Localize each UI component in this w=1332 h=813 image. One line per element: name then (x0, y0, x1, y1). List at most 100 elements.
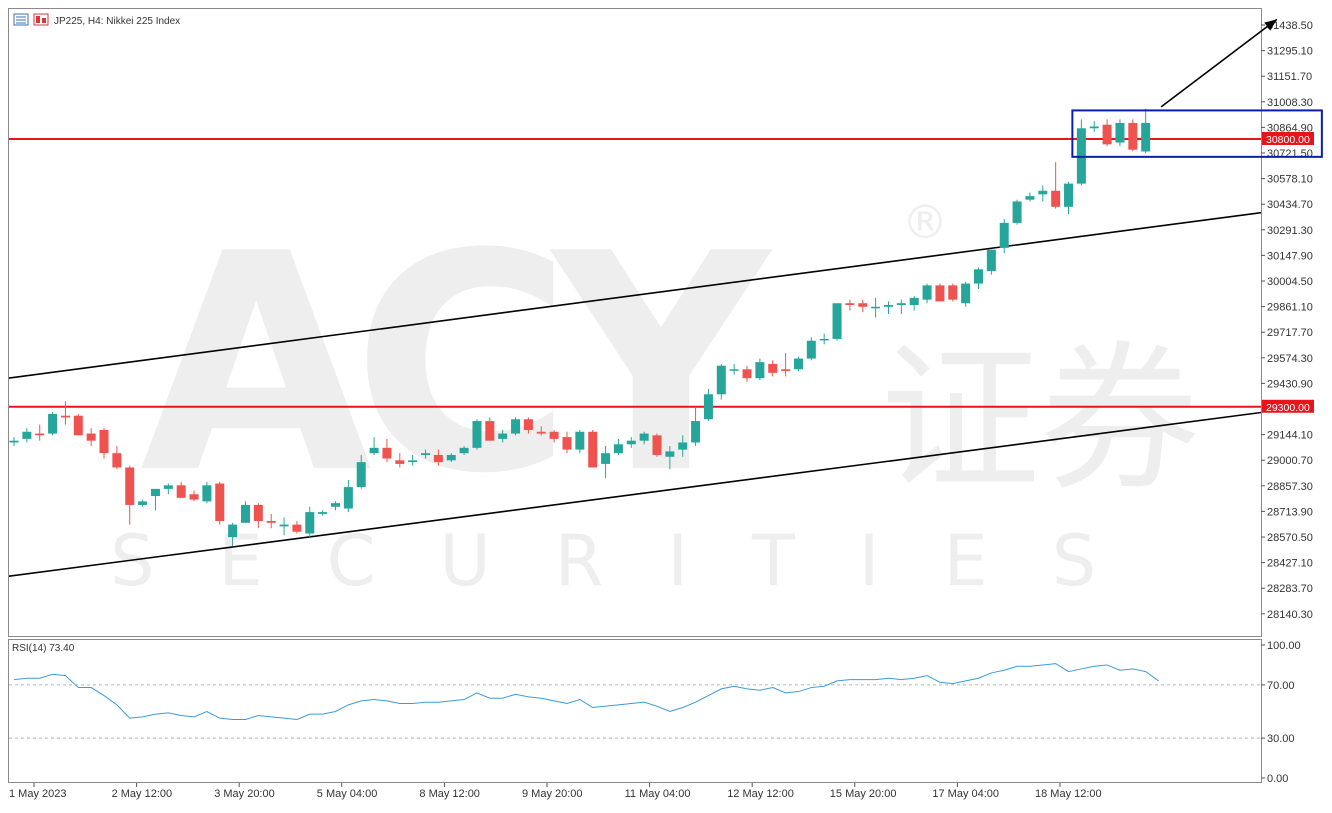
time-tick-label: 12 May 12:00 (727, 788, 794, 800)
bullish-candle (1012, 199, 1022, 225)
candle-body (1025, 196, 1035, 200)
bearish-candle (742, 365, 752, 382)
price-tick-label: 29000.70 (1267, 455, 1313, 467)
candle-body (652, 435, 662, 455)
price-tick-label: 30864.90 (1267, 122, 1313, 134)
candle-body (86, 433, 96, 441)
bullish-candle (999, 219, 1009, 254)
candle-body (781, 369, 791, 372)
price-tick-label: 29430.90 (1267, 378, 1313, 390)
bearish-candle (433, 449, 443, 466)
bullish-candle (871, 297, 881, 318)
bearish-candle (292, 521, 302, 534)
candle-body (35, 433, 45, 436)
time-tick-label: 9 May 20:00 (522, 788, 583, 800)
candle-body (549, 431, 559, 439)
bearish-candle (781, 353, 791, 377)
bullish-candle (806, 337, 816, 361)
candle-body (523, 419, 533, 430)
trend-channel (9, 211, 1261, 577)
bullish-candle (986, 249, 996, 275)
candle-body (1012, 201, 1022, 223)
rsi-tick-label: 0.00 (1267, 773, 1288, 785)
rsi-label: RSI(14) 73.40 (12, 643, 75, 654)
candle-body (305, 512, 315, 534)
bearish-candle (99, 428, 109, 459)
price-tick-label: 30004.50 (1267, 276, 1313, 288)
candle-body (871, 306, 881, 309)
bullish-candle (9, 437, 19, 447)
bullish-candle (883, 301, 893, 314)
candle-body (742, 369, 752, 379)
candle-body (768, 363, 778, 373)
candle-body (343, 487, 353, 509)
bullish-candle (1064, 181, 1074, 214)
candle-body (421, 453, 431, 455)
bullish-candle (1089, 121, 1099, 132)
bullish-candle (48, 412, 58, 436)
bearish-candle (652, 433, 662, 457)
bullish-candle (22, 428, 32, 443)
candle-body (318, 512, 328, 514)
bearish-candle (215, 481, 225, 525)
bullish-candle (601, 446, 611, 479)
bullish-candle (909, 296, 919, 311)
bearish-candle (485, 417, 495, 441)
time-tick-label: 18 May 12:00 (1035, 788, 1102, 800)
candle-body (961, 283, 971, 304)
bullish-candle (279, 517, 289, 536)
trend-arrow-line (1160, 18, 1278, 108)
bearish-candle (60, 401, 70, 425)
chart-properties-icon[interactable] (33, 13, 49, 26)
bullish-candle (639, 431, 649, 445)
time-tick-label: 3 May 20:00 (214, 788, 275, 800)
candle-body (395, 460, 405, 464)
price-tick-label: 31008.30 (1267, 97, 1313, 109)
candle-body (202, 485, 212, 502)
candle-body (73, 415, 83, 436)
rsi-indicator: RSI(14) 73.40 100.00 70.00 30.00 0.00 (9, 640, 1301, 785)
candle-body (228, 524, 238, 538)
rsi-tick-label: 70.00 (1267, 680, 1295, 692)
bullish-candle (626, 437, 636, 448)
candle-body (382, 447, 392, 459)
candle-body (292, 524, 302, 532)
price-tick-label: 31151.70 (1267, 71, 1312, 83)
candle-body (150, 488, 160, 497)
bearish-candle (35, 424, 45, 441)
bullish-candle (896, 299, 906, 314)
price-tick-label: 29717.70 (1267, 327, 1313, 339)
rsi-tick-label: 30.00 (1267, 733, 1295, 745)
bearish-candle (125, 465, 135, 525)
rsi-plot-border (8, 639, 1262, 783)
candle-body (999, 222, 1009, 248)
chart-menu-icon[interactable] (13, 13, 29, 26)
bearish-candle (549, 429, 559, 443)
candle-body (588, 431, 598, 468)
bearish-candle (1051, 162, 1061, 209)
bearish-candle (253, 503, 263, 529)
candle-body (1128, 122, 1138, 150)
candle-body (1038, 190, 1048, 195)
rsi-tick-label: 100.00 (1267, 640, 1301, 652)
bullish-candle (691, 406, 701, 447)
annotations (1071, 18, 1323, 158)
price-tick-label: 28427.10 (1267, 558, 1313, 570)
price-tick-label: 28570.50 (1267, 532, 1313, 544)
candle-body (356, 462, 366, 488)
bullish-candle (228, 522, 238, 547)
candle-body (665, 451, 675, 457)
candle-body (755, 362, 765, 379)
level-price-tag (1262, 399, 1314, 413)
watermark: ACY ® 证券 SECURITIES (110, 190, 1200, 602)
bearish-candle (536, 426, 546, 436)
bullish-candle (974, 267, 983, 289)
bullish-candle (832, 303, 842, 341)
time-tick-label: 17 May 04:00 (932, 788, 999, 800)
bearish-candle (948, 283, 958, 302)
channel-line (9, 411, 1261, 577)
channel-line (9, 211, 1261, 379)
bullish-candle (613, 438, 623, 455)
